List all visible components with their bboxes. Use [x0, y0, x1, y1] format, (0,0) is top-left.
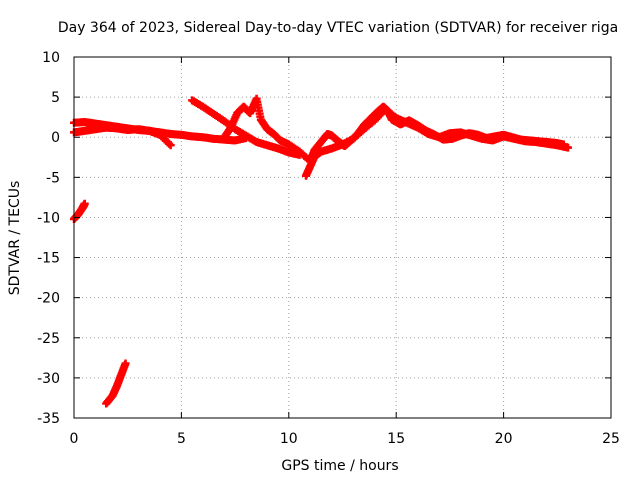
grid-lines	[74, 57, 611, 418]
x-tick-label: 0	[70, 431, 79, 447]
y-tick-label: 0	[51, 130, 60, 146]
chart-title: Day 364 of 2023, Sidereal Day-to-day VTE…	[58, 20, 618, 36]
data-point	[121, 359, 130, 368]
y-tick-label: -20	[37, 291, 60, 307]
y-tick-label: 10	[42, 50, 60, 66]
series-arc-c	[188, 96, 304, 159]
y-tick-label: 5	[51, 90, 60, 106]
y-tick-label: -30	[37, 371, 60, 387]
series-early-segment	[70, 199, 89, 224]
y-tick-label: -25	[37, 331, 60, 347]
y-tick-label: -5	[46, 170, 60, 186]
y-tick-label: -15	[37, 251, 60, 267]
data-point	[564, 143, 573, 152]
x-tick-label: 10	[280, 431, 298, 447]
data-points	[70, 94, 573, 408]
series-arc-d	[220, 94, 568, 166]
plot-frame	[73, 56, 612, 419]
x-tick-label: 5	[177, 431, 186, 447]
data-point	[80, 199, 89, 208]
y-tick-label: -10	[37, 210, 60, 226]
axis-ticks: 0 5 10 15 20 25 10 5 0 -5 -10 -15 -20 -25 -30 -35	[37, 50, 620, 447]
series-arc-e	[301, 105, 573, 180]
y-axis-label: SDTVAR / TECUs	[7, 181, 23, 296]
x-axis-label: GPS time / hours	[281, 458, 398, 474]
series-main-arc-b	[70, 123, 175, 150]
x-tick-label: 25	[602, 431, 620, 447]
y-tick-label: -35	[37, 411, 60, 427]
x-tick-label: 15	[387, 431, 405, 447]
series-deep-segment	[102, 359, 130, 408]
x-tick-label: 20	[495, 431, 513, 447]
data-point	[166, 141, 175, 150]
